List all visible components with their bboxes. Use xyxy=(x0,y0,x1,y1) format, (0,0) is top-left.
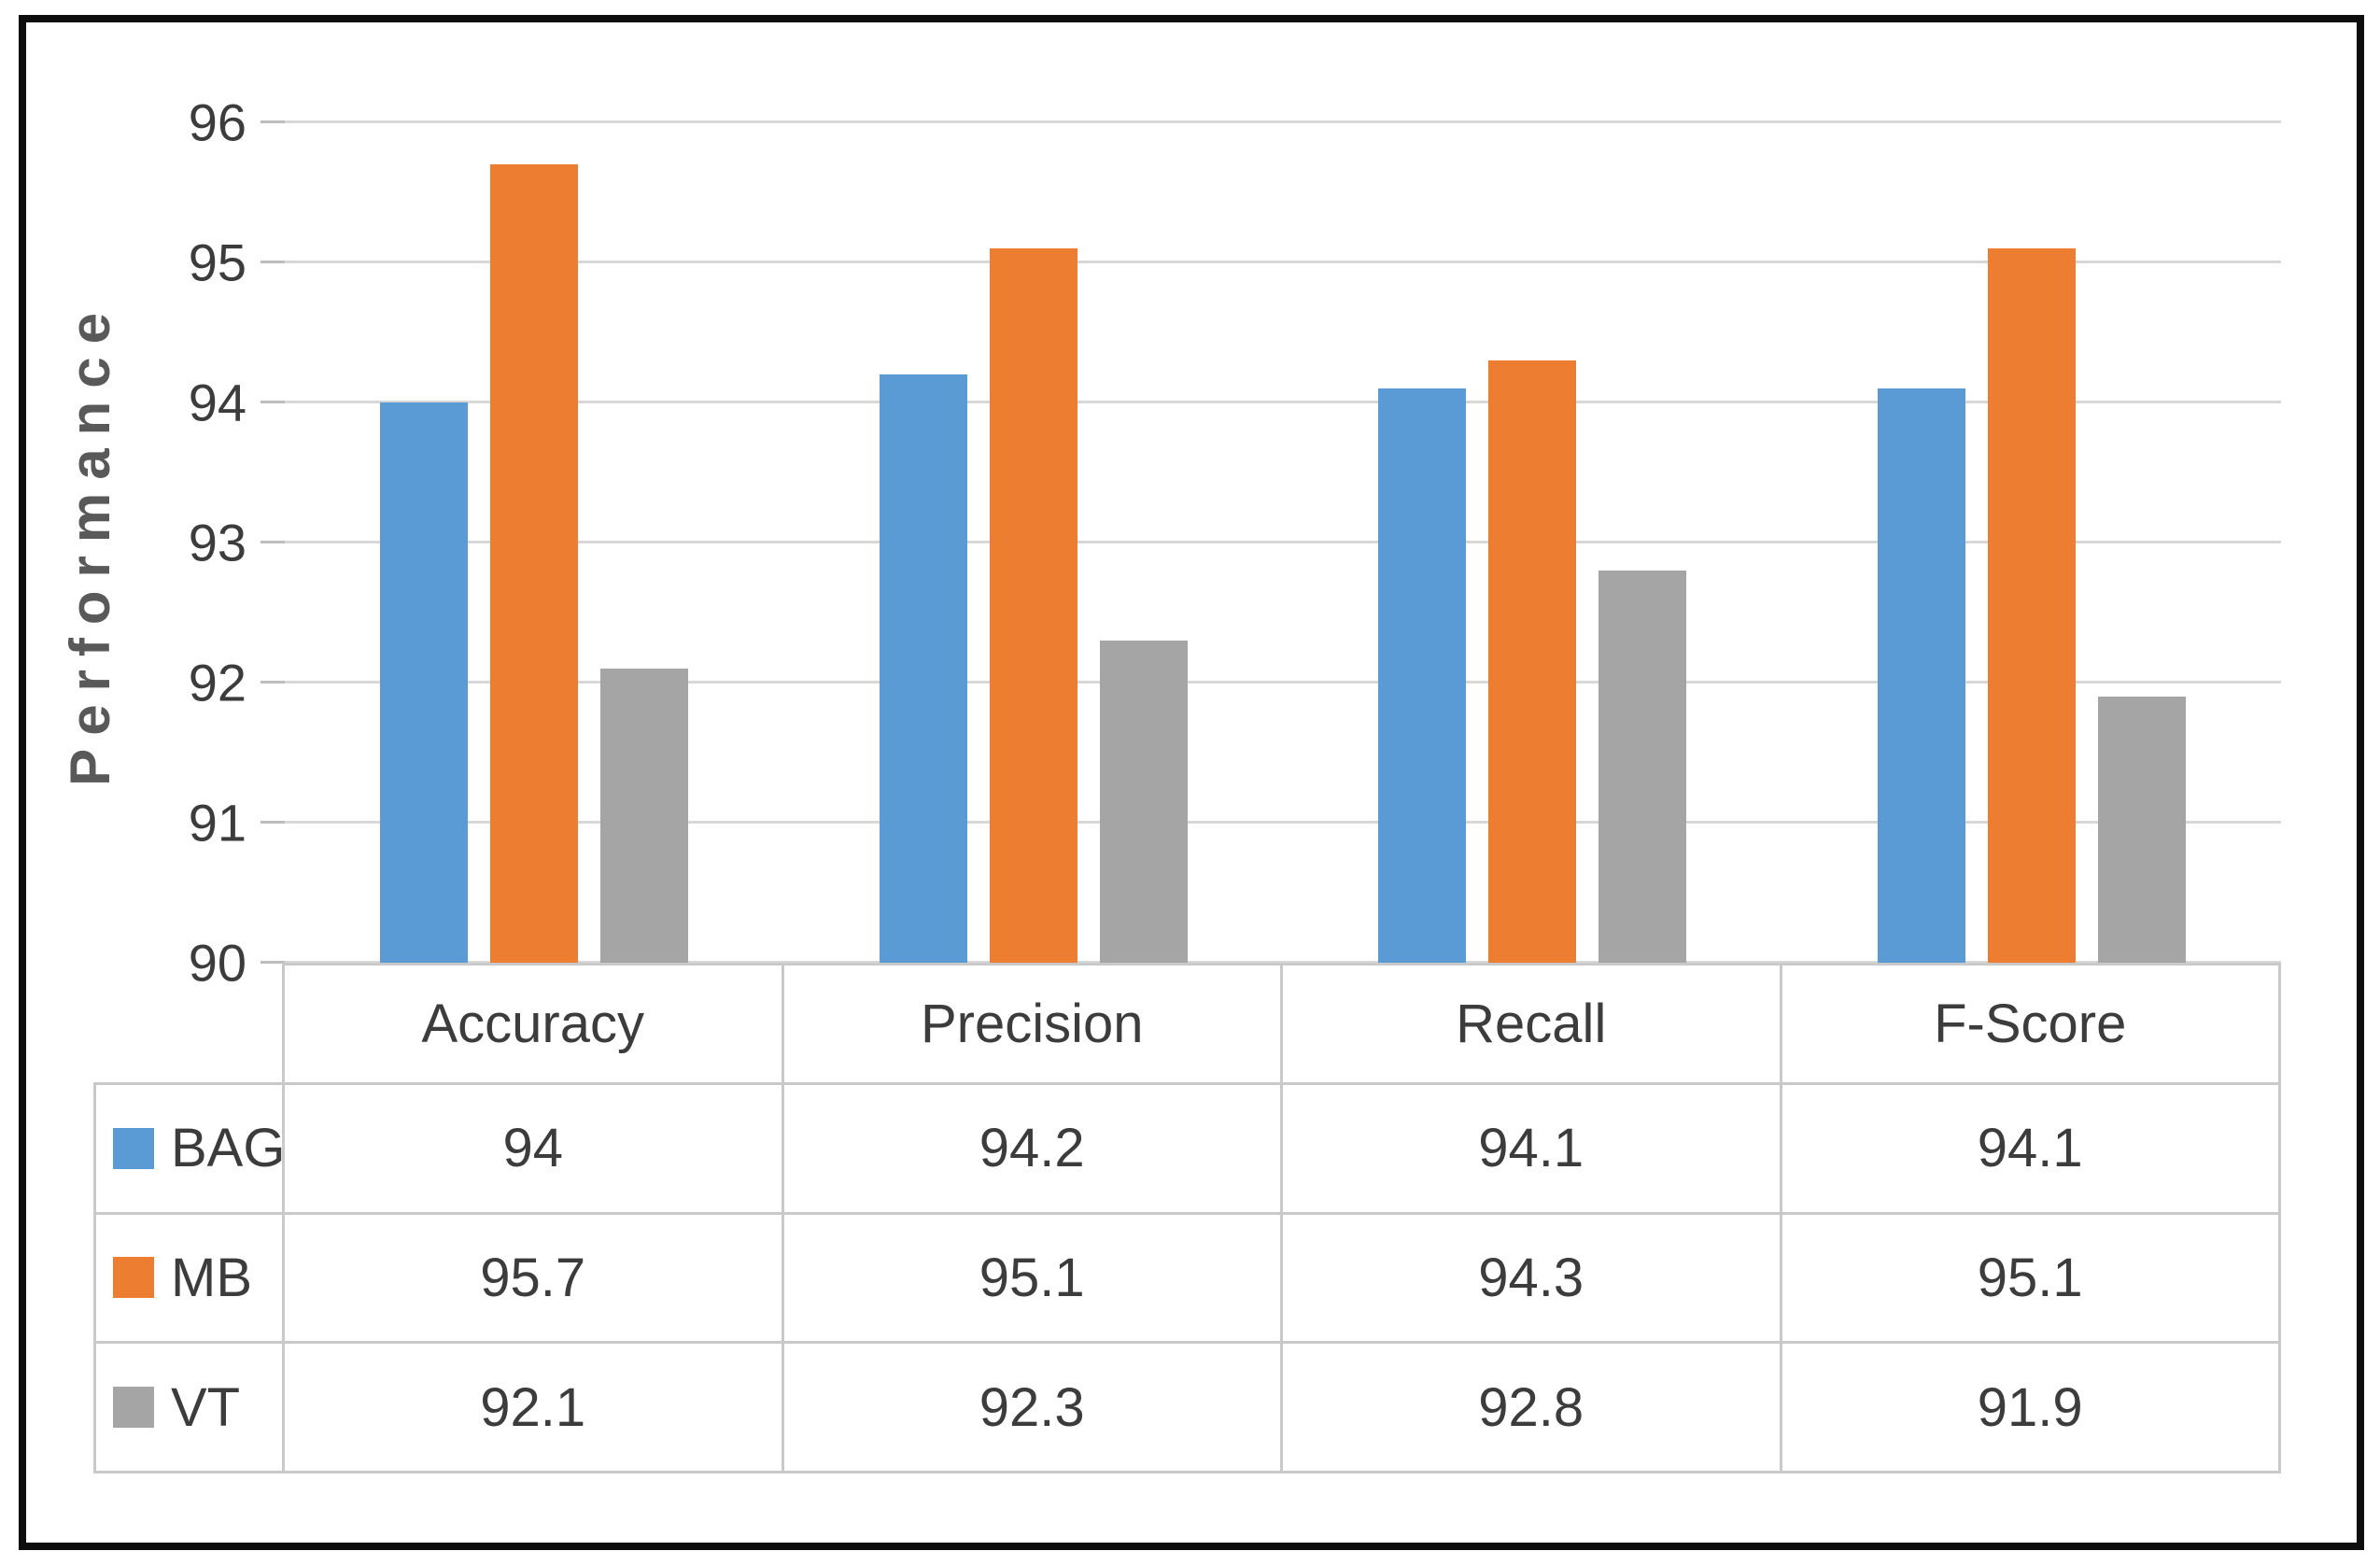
y-axis-tick-labels: 90 91 92 93 94 95 96 xyxy=(26,93,260,993)
legend-label-mb: MB xyxy=(171,1247,252,1308)
bar-vt-f-score xyxy=(2097,697,2186,963)
y-axis-tick-91 xyxy=(261,821,285,825)
gridline-95 xyxy=(285,261,2281,263)
table-cell-bag-accuracy: 94 xyxy=(285,1085,784,1215)
table-cell-vt-precision: 92.3 xyxy=(783,1344,1283,1473)
y-tick-label: 90 xyxy=(188,933,246,993)
y-tick-label: 96 xyxy=(188,92,246,152)
bar-group-accuracy xyxy=(285,122,784,963)
column-header-f-score: F-Score xyxy=(1781,963,2281,1085)
gridline-91 xyxy=(285,821,2281,825)
bar-group-recall xyxy=(1283,122,1782,963)
figure-border: Performance 90 91 92 93 94 95 96 Accuracy Preci… xyxy=(19,15,2364,1550)
bar-mb-f-score xyxy=(1987,248,2076,963)
column-header-accuracy: Accuracy xyxy=(285,963,784,1085)
y-axis-tick-96 xyxy=(261,120,285,123)
plot-area xyxy=(261,120,2282,964)
table-cell-bag-recall: 94.1 xyxy=(1283,1085,1782,1215)
table-cell-vt-accuracy: 92.1 xyxy=(285,1344,784,1473)
gridline-94 xyxy=(285,401,2281,404)
legend-swatch-bag xyxy=(113,1127,154,1169)
gridline-93 xyxy=(285,541,2281,543)
bar-vt-accuracy xyxy=(600,669,689,963)
bar-group-precision xyxy=(784,122,1284,963)
y-axis-tick-95 xyxy=(261,261,285,263)
column-header-recall: Recall xyxy=(1283,963,1782,1085)
y-tick-label: 92 xyxy=(188,653,246,712)
legend-swatch-vt xyxy=(113,1387,154,1429)
gridline-96 xyxy=(285,120,2281,123)
table-cell-mb-precision: 95.1 xyxy=(783,1214,1283,1345)
bar-mb-precision xyxy=(989,248,1077,963)
bar-mb-accuracy xyxy=(490,164,579,963)
y-axis-tick-90 xyxy=(261,961,285,964)
table-cell-bag-precision: 94.2 xyxy=(783,1085,1283,1215)
table-cell-vt-f-score: 91.9 xyxy=(1781,1344,2281,1473)
bar-group-f-score xyxy=(1782,122,2282,963)
table-cell-mb-recall: 94.3 xyxy=(1283,1214,1782,1345)
legend-label-bag: BAG xyxy=(171,1118,286,1179)
table-corner-cell xyxy=(93,963,285,1085)
legend-row-header-bag: BAG xyxy=(93,1085,286,1215)
bar-vt-recall xyxy=(1598,571,1687,963)
table-cell-vt-recall: 92.8 xyxy=(1283,1344,1782,1473)
bar-mb-recall xyxy=(1488,360,1577,963)
column-header-precision: Precision xyxy=(783,963,1283,1085)
bar-bag-accuracy xyxy=(380,402,469,963)
bar-bag-precision xyxy=(879,374,967,963)
data-table: Accuracy Precision Recall F-Score BAG 94 94.2 9… xyxy=(93,963,2281,1473)
y-tick-label: 94 xyxy=(188,373,246,432)
y-axis-tick-93 xyxy=(261,541,285,543)
y-axis-tick-94 xyxy=(261,401,285,404)
y-tick-label: 93 xyxy=(188,513,246,572)
legend-row-header-mb: MB xyxy=(93,1214,285,1345)
gridline-90 xyxy=(285,961,2281,964)
y-tick-label: 91 xyxy=(188,793,246,853)
legend-row-header-vt: VT xyxy=(93,1344,285,1473)
legend-swatch-mb xyxy=(113,1257,154,1299)
table-cell-mb-f-score: 95.1 xyxy=(1781,1214,2281,1345)
gridline-92 xyxy=(285,681,2281,684)
bar-vt-precision xyxy=(1099,641,1188,963)
y-axis-tick-92 xyxy=(261,681,285,684)
legend-label-vt: VT xyxy=(171,1376,241,1438)
table-cell-mb-accuracy: 95.7 xyxy=(285,1214,784,1345)
bar-bag-f-score xyxy=(1877,388,1965,963)
y-tick-label: 95 xyxy=(188,233,246,292)
bar-bag-recall xyxy=(1378,388,1467,963)
table-cell-bag-f-score: 94.1 xyxy=(1781,1085,2281,1215)
